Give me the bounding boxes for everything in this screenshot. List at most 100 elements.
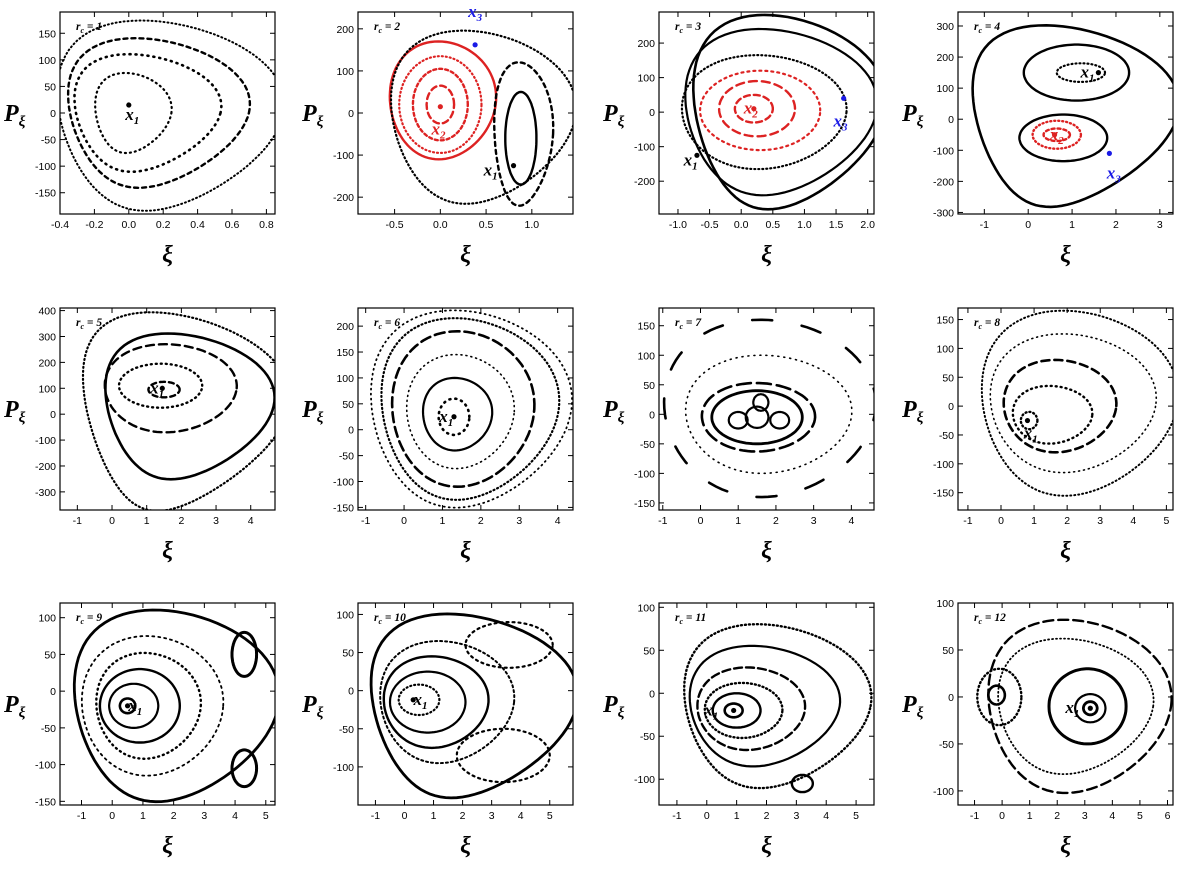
orbit-curve bbox=[369, 612, 573, 800]
x-tick-label: -0.4 bbox=[51, 219, 69, 231]
x-tick-label: -0.2 bbox=[85, 219, 103, 231]
y-tick-label: 200 bbox=[336, 24, 354, 36]
x-tick-label: -0.5 bbox=[701, 219, 719, 231]
x-tick-label: 1 bbox=[140, 810, 146, 822]
y-tick-label: 150 bbox=[336, 347, 354, 359]
y-axis-label: Pξ bbox=[301, 397, 324, 426]
orbit-curve bbox=[464, 621, 554, 669]
orbits bbox=[388, 29, 573, 207]
y-tick-label: -50 bbox=[339, 724, 354, 736]
fixed-point bbox=[1106, 150, 1112, 156]
orbit-curve bbox=[971, 23, 1173, 209]
fixed-point-label: x1 bbox=[127, 696, 142, 718]
x-tick-label: 1 bbox=[144, 515, 150, 527]
orbit-curve bbox=[976, 667, 1023, 727]
plot-frame bbox=[658, 11, 875, 215]
orbit-curve bbox=[790, 773, 814, 794]
orbit-curve bbox=[1055, 62, 1107, 83]
orbits bbox=[72, 608, 275, 804]
x-tick-label: -1 bbox=[672, 810, 681, 822]
orbit-curve bbox=[1018, 113, 1109, 163]
orbit-curve bbox=[382, 655, 490, 750]
orbit-curve bbox=[987, 618, 1173, 795]
orbit-curve bbox=[73, 52, 223, 174]
orbit-curve bbox=[723, 702, 744, 719]
x-axis-label: ξ bbox=[761, 833, 772, 859]
orbit-curve bbox=[230, 748, 259, 789]
x-tick-label: 5 bbox=[853, 810, 859, 822]
y-tick-label: 0 bbox=[50, 409, 56, 421]
y-tick-label: 150 bbox=[637, 321, 655, 333]
y-tick-label: -100 bbox=[333, 762, 354, 774]
orbit-curve bbox=[684, 354, 853, 475]
y-tick-label: 200 bbox=[336, 321, 354, 333]
y-axis-label: Pξ bbox=[602, 692, 625, 721]
y-tick-label: -200 bbox=[35, 461, 56, 473]
orbit-curve bbox=[680, 53, 848, 171]
orbit-curve bbox=[388, 670, 467, 734]
orbit-curve bbox=[104, 332, 275, 481]
x-tick-label: 2 bbox=[764, 810, 770, 822]
fixed-point bbox=[124, 703, 131, 709]
y-tick-label: 100 bbox=[336, 373, 354, 385]
x-tick-label: 1 bbox=[440, 515, 446, 527]
y-tick-label: 100 bbox=[637, 602, 655, 614]
y-tick-label: -100 bbox=[933, 459, 954, 471]
x-tick-label: 3 bbox=[516, 515, 522, 527]
y-tick-label: 200 bbox=[38, 357, 56, 369]
orbit-curve bbox=[987, 684, 1007, 706]
x-tick-label: 0 bbox=[698, 515, 704, 527]
y-tick-label: -100 bbox=[634, 142, 655, 154]
x-tick-label: 2 bbox=[171, 810, 177, 822]
y-tick-label: -300 bbox=[933, 207, 954, 219]
y-tick-label: 50 bbox=[342, 648, 354, 660]
y-tick-label: -100 bbox=[333, 477, 354, 489]
x-tick-label: -1 bbox=[77, 810, 86, 822]
orbits bbox=[976, 618, 1173, 795]
x-tick-label: 5 bbox=[1137, 810, 1143, 822]
orbit-curve bbox=[1082, 700, 1099, 717]
fixed-point bbox=[510, 163, 517, 169]
y-tick-label: -100 bbox=[35, 760, 56, 772]
orbits bbox=[971, 23, 1173, 209]
orbit-curve bbox=[380, 317, 561, 501]
fixed-point-label: x2 bbox=[1049, 125, 1065, 147]
y-tick-label: 0 bbox=[948, 114, 954, 126]
orbits bbox=[980, 309, 1173, 497]
y-tick-label: 0 bbox=[348, 686, 354, 698]
x-tick-label: 2 bbox=[1113, 219, 1119, 231]
orbit-curve bbox=[691, 13, 874, 211]
orbit-curve bbox=[717, 79, 797, 138]
orbits bbox=[680, 13, 874, 211]
x-tick-label: 1 bbox=[1031, 515, 1037, 527]
fixed-point-label: x1 bbox=[1023, 424, 1038, 446]
orbit-curve bbox=[72, 608, 275, 804]
y-tick-label: 0 bbox=[50, 108, 56, 120]
y-axis-label: Pξ bbox=[301, 692, 324, 721]
y-tick-label: -150 bbox=[333, 502, 354, 514]
orbit-curve bbox=[662, 318, 874, 499]
x-tick-label: 5 bbox=[547, 810, 553, 822]
orbit-curve bbox=[369, 309, 573, 509]
y-axis-label: Pξ bbox=[901, 101, 924, 130]
x-tick-label: 2 bbox=[1054, 810, 1060, 822]
y-tick-label: 0 bbox=[348, 108, 354, 120]
orbit-curve bbox=[81, 311, 275, 510]
fixed-point bbox=[731, 707, 737, 714]
x-axis-label: ξ bbox=[460, 833, 471, 859]
orbit-curve bbox=[682, 622, 873, 790]
x-tick-label: -1 bbox=[970, 810, 979, 822]
orbit-curve bbox=[1042, 127, 1072, 143]
y-tick-label: 100 bbox=[38, 613, 56, 625]
y-tick-label: -100 bbox=[35, 161, 56, 173]
panel-label: rc = 12 bbox=[974, 612, 1006, 626]
x-tick-label: 3 bbox=[1082, 810, 1088, 822]
orbit-curve bbox=[1047, 667, 1128, 746]
panel-label: rc = 6 bbox=[374, 317, 400, 331]
x-tick-label: 2.0 bbox=[860, 219, 875, 231]
x-tick-label: 1 bbox=[734, 810, 740, 822]
x-tick-label: 5 bbox=[1163, 515, 1169, 527]
y-tick-label: 400 bbox=[38, 306, 56, 318]
